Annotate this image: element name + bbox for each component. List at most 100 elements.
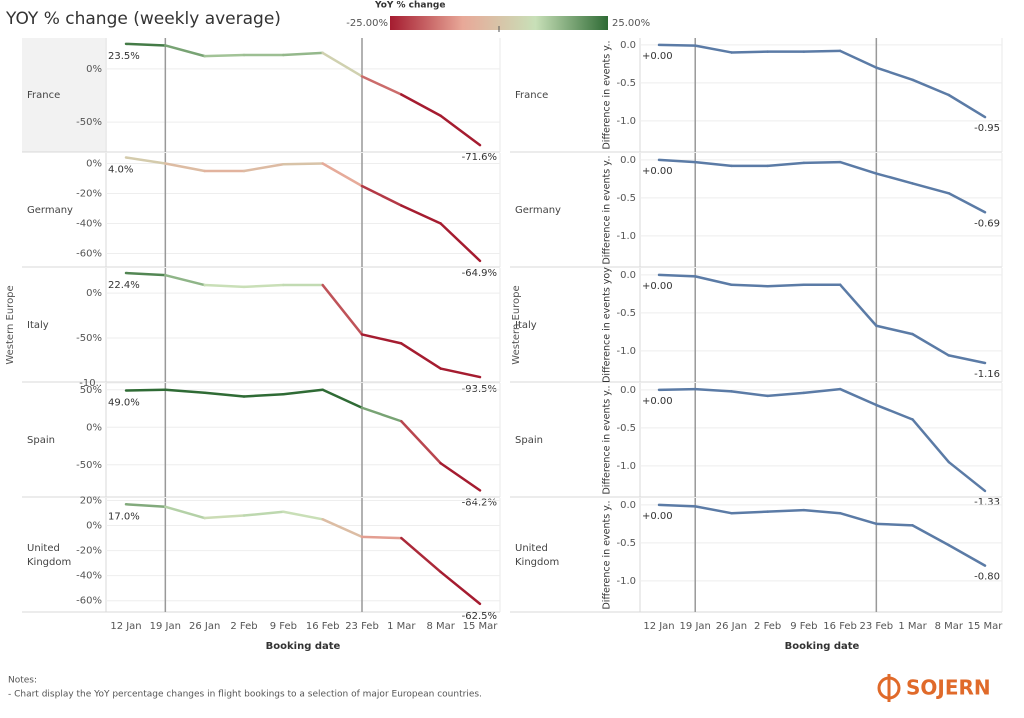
line-segment bbox=[360, 333, 403, 345]
y-tick-label: -0.5 bbox=[616, 193, 636, 204]
y-axis-label: Difference in events y.. bbox=[602, 155, 613, 264]
y-tick-label: -40% bbox=[76, 571, 102, 582]
legend-title: YoY % change bbox=[374, 1, 445, 11]
y-tick-label: 0% bbox=[86, 159, 102, 170]
y-tick-label: -50% bbox=[76, 117, 102, 128]
line-segment bbox=[875, 172, 914, 185]
y-tick-label: 0% bbox=[86, 64, 102, 75]
data-label: 23.5% bbox=[108, 51, 140, 62]
line-segment bbox=[693, 275, 733, 286]
x-tick-label: 12 Jan bbox=[643, 621, 674, 632]
line-segment bbox=[947, 93, 987, 119]
y-tick-label: -0.5 bbox=[616, 423, 636, 434]
line-segment bbox=[730, 390, 769, 398]
line-segment bbox=[802, 387, 842, 395]
data-label: 17.0% bbox=[108, 511, 140, 522]
line-segment bbox=[400, 420, 442, 465]
x-tick-label: 8 Mar bbox=[426, 621, 455, 632]
line-segment bbox=[400, 93, 442, 118]
row-label: United Kingdom bbox=[27, 543, 71, 568]
line-segment bbox=[242, 163, 285, 173]
line-segment bbox=[203, 283, 246, 289]
dashboard-title: YOY % change (weekly average) bbox=[5, 9, 281, 29]
line-segment bbox=[947, 192, 987, 214]
legend-max: 25.00% bbox=[612, 18, 650, 29]
line-segment bbox=[766, 508, 806, 513]
data-label: 22.4% bbox=[108, 280, 140, 291]
y-tick-label: 0.0 bbox=[620, 270, 636, 281]
brand-name: SOJERN bbox=[906, 676, 991, 700]
line-segment bbox=[911, 182, 951, 195]
y-tick-label: 0% bbox=[86, 422, 102, 433]
line-segment bbox=[321, 518, 364, 539]
line-segment bbox=[693, 44, 733, 54]
line-segment bbox=[164, 505, 206, 520]
x-tick-label: 12 Jan bbox=[110, 621, 141, 632]
y-tick-label: 0.0 bbox=[620, 40, 636, 51]
line-segment bbox=[282, 51, 324, 57]
line-segment bbox=[875, 522, 914, 527]
y-axis-label: Difference in events y.. bbox=[602, 385, 613, 494]
line-segment bbox=[875, 403, 914, 421]
line-segment bbox=[164, 44, 206, 58]
x-tick-label: 19 Jan bbox=[150, 621, 181, 632]
line-segment bbox=[282, 162, 324, 166]
line-segment bbox=[124, 156, 167, 165]
line-segment bbox=[657, 43, 697, 47]
row-label: United Kingdom bbox=[515, 543, 559, 568]
line-segment bbox=[911, 78, 951, 97]
line-segment bbox=[693, 387, 733, 393]
line-segment bbox=[911, 418, 951, 464]
line-segment bbox=[875, 66, 914, 82]
line-segment bbox=[203, 53, 246, 58]
line-segment bbox=[439, 462, 482, 492]
line-segment bbox=[164, 388, 206, 394]
x-tick-label: 8 Mar bbox=[935, 621, 964, 632]
data-label: -64.9% bbox=[462, 268, 497, 279]
y-tick-label: -0.5 bbox=[616, 78, 636, 89]
y-tick-label: -0.5 bbox=[616, 308, 636, 319]
y-tick-label: 0.0 bbox=[620, 385, 636, 396]
line-segment bbox=[164, 273, 206, 287]
y-tick-label: -40% bbox=[76, 219, 102, 230]
y-tick-label: -60% bbox=[76, 596, 102, 607]
line-segment bbox=[730, 50, 769, 54]
y-axis-label: Difference in events y.. bbox=[602, 40, 613, 149]
line-segment bbox=[802, 160, 842, 165]
line-segment bbox=[838, 49, 878, 69]
line-segment bbox=[766, 283, 806, 288]
row-highlight bbox=[22, 38, 105, 152]
line-segment bbox=[657, 158, 697, 164]
line-segment bbox=[400, 342, 442, 370]
data-label: -71.6% bbox=[462, 152, 497, 163]
y-tick-label: -1.0 bbox=[616, 346, 636, 357]
row-label: Italy bbox=[27, 320, 49, 331]
line-segment bbox=[657, 387, 697, 392]
line-segment bbox=[242, 283, 285, 289]
y-axis-label: Difference in events y.. bbox=[602, 500, 613, 609]
line-segment bbox=[164, 162, 206, 173]
line-segment bbox=[766, 161, 806, 168]
y-tick-label: -60% bbox=[76, 249, 102, 260]
x-tick-label: 2 Feb bbox=[230, 621, 257, 632]
notes-text: - Chart display the YoY percentage chang… bbox=[8, 690, 482, 700]
line-segment bbox=[360, 184, 403, 207]
data-label: -0.80 bbox=[974, 572, 1000, 583]
y-tick-label: -10.. bbox=[79, 378, 102, 389]
x-tick-label: 26 Jan bbox=[716, 621, 747, 632]
x-tick-label: 9 Feb bbox=[790, 621, 817, 632]
line-segment bbox=[124, 271, 167, 277]
line-segment bbox=[321, 51, 364, 78]
x-tick-label: 1 Mar bbox=[387, 621, 416, 632]
line-segment bbox=[766, 391, 806, 398]
y-tick-label: 0.0 bbox=[620, 500, 636, 511]
line-segment bbox=[911, 524, 951, 547]
line-segment bbox=[947, 460, 987, 493]
y-tick-label: 50% bbox=[80, 385, 102, 396]
line-segment bbox=[360, 406, 403, 423]
data-label: -1.33 bbox=[974, 497, 1000, 508]
x-tick-label: 9 Feb bbox=[270, 621, 297, 632]
y-tick-label: -50% bbox=[76, 460, 102, 471]
line-segment bbox=[400, 204, 442, 225]
